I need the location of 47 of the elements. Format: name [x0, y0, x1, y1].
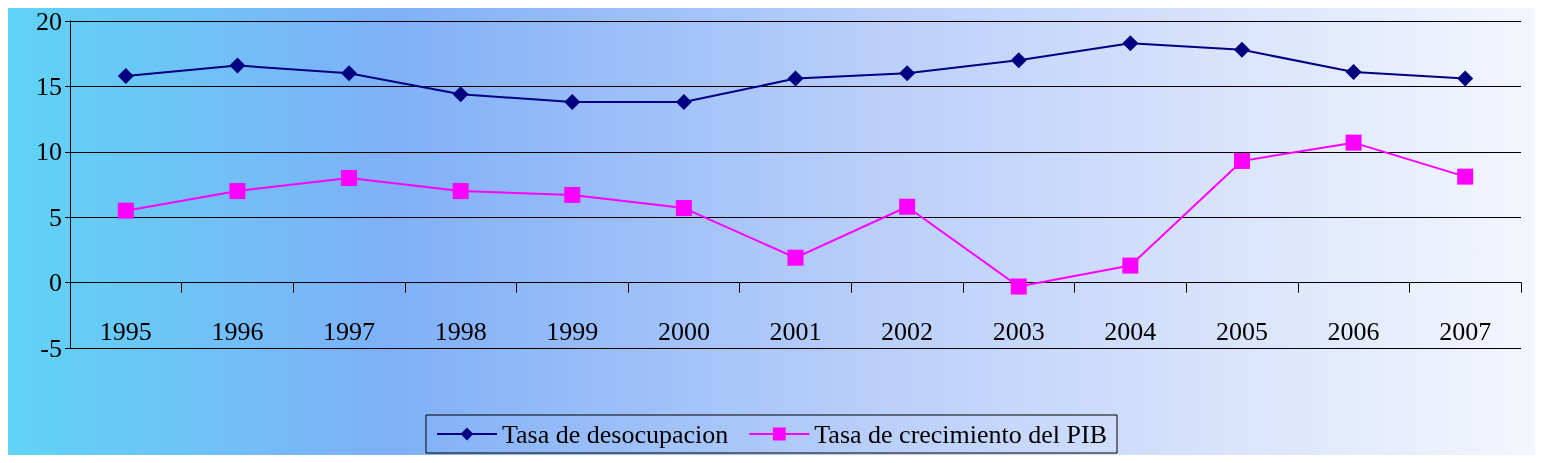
point [229, 57, 246, 74]
point [564, 94, 581, 111]
point [1457, 70, 1474, 87]
point [341, 169, 358, 186]
y-tick-label: 15 [36, 71, 62, 101]
x-tick-label: 1995 [99, 316, 152, 346]
y-tick-label: 10 [36, 137, 62, 167]
point [1233, 152, 1250, 169]
y-tick-label: -5 [40, 333, 62, 363]
y-tick-label: 0 [49, 268, 62, 298]
x-tick-label: 2004 [1104, 316, 1157, 346]
point [1457, 168, 1474, 185]
x-tick-label: 1996 [211, 316, 264, 346]
x-tick-label: 2002 [881, 316, 934, 346]
point [1010, 52, 1027, 69]
point [899, 198, 916, 215]
y-tick-label: 5 [49, 202, 62, 232]
point [1233, 41, 1250, 58]
x-tick-label: 2006 [1327, 316, 1380, 346]
y-tick-label: 20 [36, 6, 62, 36]
point [675, 94, 692, 111]
point [229, 183, 246, 200]
point [1345, 134, 1362, 151]
point [452, 183, 469, 200]
x-tick-label: 1999 [546, 316, 599, 346]
x-tick-label: 2001 [769, 316, 822, 346]
x-tick-label: 1997 [323, 316, 376, 346]
point [1010, 278, 1027, 295]
legend-label: Tasa de desocupacion [501, 419, 729, 449]
point [899, 65, 916, 82]
point [341, 65, 358, 82]
point [787, 249, 804, 266]
x-tick-label: 1998 [434, 316, 487, 346]
x-tick-label: 2007 [1439, 316, 1492, 346]
point [452, 86, 469, 103]
point [1122, 257, 1139, 274]
point [787, 70, 804, 87]
point [564, 186, 581, 203]
x-tick-label: 2000 [657, 316, 710, 346]
point [117, 202, 134, 219]
point [117, 67, 134, 84]
point [1345, 64, 1362, 81]
point [1122, 35, 1139, 52]
x-tick-label: 2003 [992, 316, 1045, 346]
legend-label: Tasa de crecimiento del PIB [814, 419, 1108, 449]
point [675, 200, 692, 217]
x-tick-label: 2005 [1215, 316, 1268, 346]
